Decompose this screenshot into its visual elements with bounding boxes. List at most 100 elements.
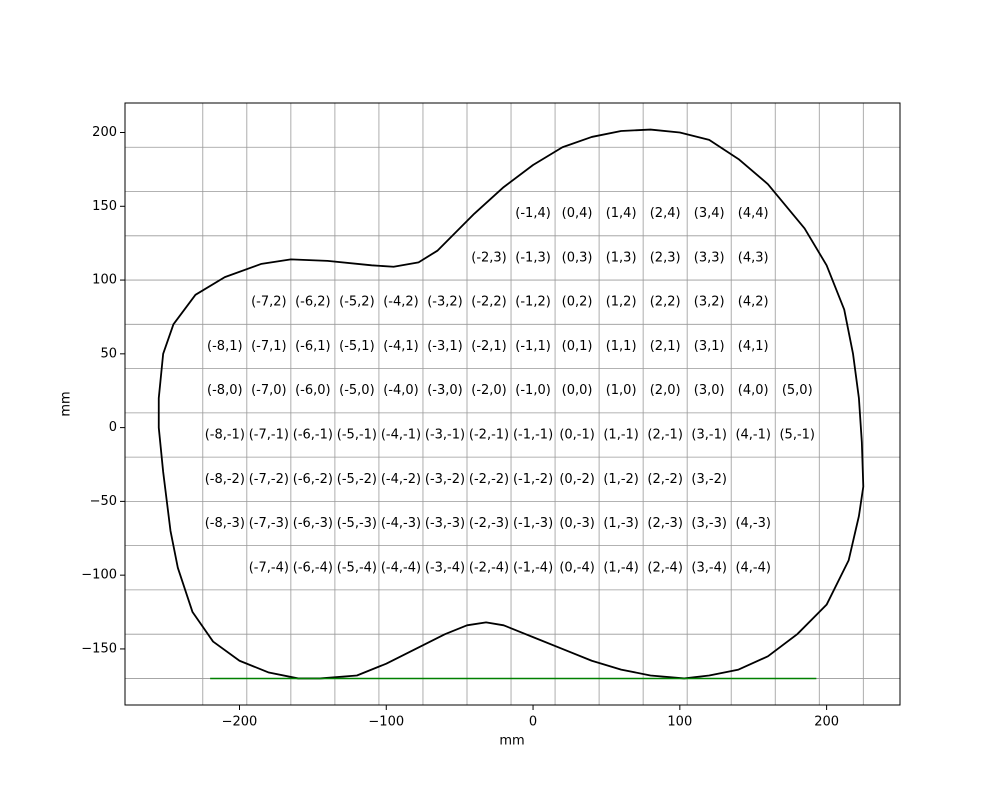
cell-label: (-2,-1) (469, 427, 509, 442)
cell-label: (1,-1) (603, 427, 639, 442)
cell-label: (3,-3) (691, 516, 727, 531)
cell-label: (2,-2) (647, 472, 683, 487)
x-tick-label: 0 (529, 715, 537, 730)
cell-label: (-4,-3) (381, 516, 421, 531)
cell-label: (1,3) (606, 250, 637, 265)
y-tick-label: 0 (109, 420, 117, 435)
y-tick-label: −150 (81, 641, 117, 656)
cell-label: (4,1) (738, 339, 769, 354)
y-axis-label: mm (59, 391, 74, 416)
cell-label: (0,2) (562, 295, 593, 310)
cell-label: (-1,-3) (513, 516, 553, 531)
cell-label: (-3,0) (427, 383, 463, 398)
cell-label: (1,-3) (603, 516, 639, 531)
cell-label: (-4,-1) (381, 427, 421, 442)
cell-label: (3,1) (694, 339, 725, 354)
x-tick-label: 200 (814, 715, 839, 730)
cell-label: (-1,-1) (513, 427, 553, 442)
cell-label: (3,0) (694, 383, 725, 398)
cell-label: (-5,-4) (337, 560, 377, 575)
cell-label: (-1,3) (515, 250, 551, 265)
cell-label: (-8,1) (207, 339, 243, 354)
cell-label: (-7,2) (251, 295, 287, 310)
cell-label: (4,-4) (735, 560, 771, 575)
cell-label: (-7,-4) (249, 560, 289, 575)
outline-curve (157, 128, 865, 680)
cell-label: (-2,0) (471, 383, 507, 398)
cell-label: (2,1) (650, 339, 681, 354)
cell-label: (2,4) (650, 206, 681, 221)
cell-label: (0,3) (562, 250, 593, 265)
cell-label: (5,0) (782, 383, 813, 398)
y-tick-label: 100 (92, 273, 117, 288)
plot-frame (124, 102, 901, 706)
cell-label: (-5,1) (339, 339, 375, 354)
cell-label: (4,-3) (735, 516, 771, 531)
cell-label: (4,0) (738, 383, 769, 398)
cell-label: (-2,1) (471, 339, 507, 354)
cell-label: (4,3) (738, 250, 769, 265)
cell-label: (-1,4) (515, 206, 551, 221)
cell-label: (0,-1) (559, 427, 595, 442)
cell-label: (2,-3) (647, 516, 683, 531)
cell-label: (3,3) (694, 250, 725, 265)
cell-label: (-7,-2) (249, 472, 289, 487)
cell-label: (-7,0) (251, 383, 287, 398)
cell-label: (-5,2) (339, 295, 375, 310)
cell-label: (2,-1) (647, 427, 683, 442)
cell-label: (-2,2) (471, 295, 507, 310)
cell-label: (-4,0) (383, 383, 419, 398)
cell-label: (-1,-2) (513, 472, 553, 487)
cell-label: (-2,-4) (469, 560, 509, 575)
cell-label: (-6,-2) (293, 472, 333, 487)
cell-label: (-3,-4) (425, 560, 465, 575)
cell-label: (0,1) (562, 339, 593, 354)
cell-label: (-1,-4) (513, 560, 553, 575)
cell-label: (-6,1) (295, 339, 331, 354)
cell-label: (1,1) (606, 339, 637, 354)
cell-label: (2,2) (650, 295, 681, 310)
cell-label: (-7,-3) (249, 516, 289, 531)
x-tick-label: 100 (667, 715, 692, 730)
cell-label: (-3,-1) (425, 427, 465, 442)
cell-label: (1,0) (606, 383, 637, 398)
cell-label: (5,-1) (779, 427, 815, 442)
cell-label: (-7,1) (251, 339, 287, 354)
cell-label: (3,-4) (691, 560, 727, 575)
cell-label: (3,4) (694, 206, 725, 221)
cell-label: (1,-2) (603, 472, 639, 487)
cell-label: (3,2) (694, 295, 725, 310)
y-tick-label: −100 (81, 568, 117, 583)
x-tick-label: −100 (368, 715, 404, 730)
cell-label: (-3,-3) (425, 516, 465, 531)
cell-label: (-3,2) (427, 295, 463, 310)
cell-label: (-8,-1) (205, 427, 245, 442)
y-tick-label: −50 (90, 494, 117, 509)
cell-label: (3,-1) (691, 427, 727, 442)
cell-label: (1,-4) (603, 560, 639, 575)
y-tick-label: 200 (92, 125, 117, 140)
cell-label: (4,-1) (735, 427, 771, 442)
cell-label: (-3,-2) (425, 472, 465, 487)
cell-label: (-8,-2) (205, 472, 245, 487)
cell-label: (0,-3) (559, 516, 595, 531)
cell-label: (-8,0) (207, 383, 243, 398)
cell-label: (-3,1) (427, 339, 463, 354)
cell-label: (3,-2) (691, 472, 727, 487)
cell-label: (-6,2) (295, 295, 331, 310)
cell-label: (-6,-4) (293, 560, 333, 575)
cell-label: (-8,-3) (205, 516, 245, 531)
y-tick-label: 150 (92, 199, 117, 214)
cell-label: (-6,-3) (293, 516, 333, 531)
cell-label: (0,-4) (559, 560, 595, 575)
cell-label: (-4,2) (383, 295, 419, 310)
cell-label: (2,0) (650, 383, 681, 398)
cell-label: (0,-2) (559, 472, 595, 487)
cell-label: (-5,-2) (337, 472, 377, 487)
cell-label: (-4,-2) (381, 472, 421, 487)
cell-label: (-7,-1) (249, 427, 289, 442)
y-tick-label: 50 (100, 346, 117, 361)
cell-label: (-1,0) (515, 383, 551, 398)
